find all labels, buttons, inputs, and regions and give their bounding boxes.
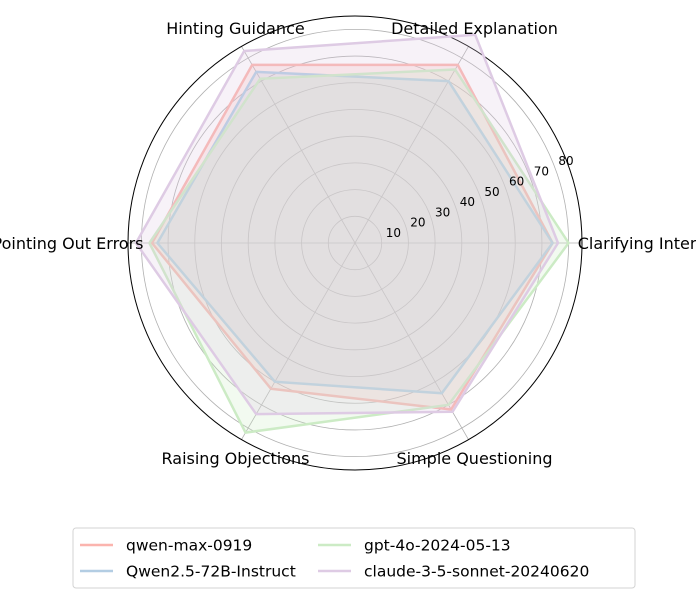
axis-label-2: Hinting Guidance	[166, 19, 304, 38]
outer-frame	[127, 15, 583, 471]
r-tick-label-30: 30	[435, 205, 450, 219]
r-tick-label-50: 50	[484, 185, 499, 199]
axis-label-4: Raising Objections	[162, 449, 310, 468]
legend-label-2: gpt-4o-2024-05-13	[364, 537, 511, 555]
spoke-4	[241, 242, 356, 440]
axis-label-0: Clarifying Intent	[578, 234, 696, 253]
series-layer	[134, 33, 570, 434]
spoke-1	[354, 46, 469, 244]
series-polygon-2	[148, 68, 570, 434]
r-tick-label-10: 10	[386, 226, 401, 240]
r-tick-label-70: 70	[534, 165, 549, 179]
series-polygon-0	[150, 63, 554, 411]
legend-label-3: claude-3-5-sonnet-20240620	[364, 563, 589, 581]
spoke-5	[354, 242, 469, 440]
r-tick-label-80: 80	[558, 154, 573, 168]
r-tick-label-20: 20	[410, 216, 425, 230]
legend-box	[72, 527, 636, 589]
r-tick-label-40: 40	[460, 195, 475, 209]
legend-label-1: Qwen2.5-72B-Instruct	[126, 563, 296, 581]
label-layer: 10 20 30 40 50 60 70 80 Clarifying Intent Detaile…	[0, 19, 696, 468]
legend: qwen-max-0919 Qwen2.5-72B-Instruct gpt-4o-…	[72, 527, 636, 589]
series-polygon-3	[134, 33, 560, 416]
r-tick-label-60: 60	[509, 175, 524, 189]
legend-label-0: qwen-max-0919	[126, 537, 252, 555]
axis-label-1: Detailed Explanation	[391, 19, 558, 38]
series-polygon-1	[156, 70, 554, 395]
axis-label-3: Pointing Out Errors	[0, 234, 143, 253]
axis-label-5: Simple Questioning	[396, 449, 552, 468]
